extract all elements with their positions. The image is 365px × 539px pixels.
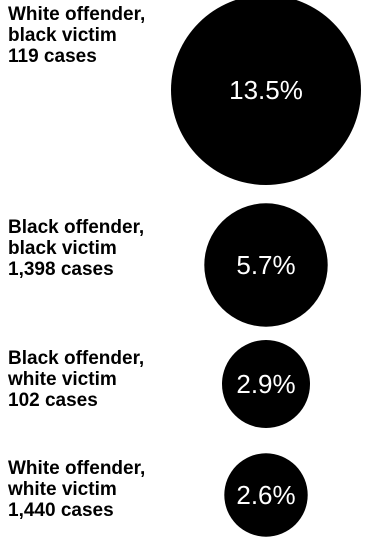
bubble-circle bbox=[222, 340, 310, 428]
bubble-value-label: 13.5% bbox=[229, 75, 303, 105]
category-victim-label: white victim bbox=[7, 369, 117, 390]
bubble-value-label: 2.6% bbox=[236, 480, 295, 510]
category-cases-label: 119 cases bbox=[8, 46, 97, 67]
bubble-circle bbox=[224, 453, 308, 537]
category-cases-label: 102 cases bbox=[8, 390, 98, 411]
category-cases-label: 1,398 cases bbox=[8, 259, 114, 280]
category-victim-label: white victim bbox=[7, 479, 117, 500]
category-offender-label: Black offender, bbox=[8, 217, 144, 238]
category-offender-label: Black offender, bbox=[8, 348, 144, 369]
category-victim-label: black victim bbox=[8, 238, 117, 259]
bubble-value-label: 2.9% bbox=[236, 369, 295, 399]
bubble-circle bbox=[204, 203, 328, 327]
bubble-circle bbox=[171, 0, 361, 185]
category-cases-label: 1,440 cases bbox=[8, 500, 114, 521]
category-offender-label: White offender, bbox=[8, 4, 145, 25]
category-victim-label: black victim bbox=[8, 25, 117, 46]
category-offender-label: White offender, bbox=[8, 458, 145, 479]
bubble-value-label: 5.7% bbox=[236, 250, 295, 280]
